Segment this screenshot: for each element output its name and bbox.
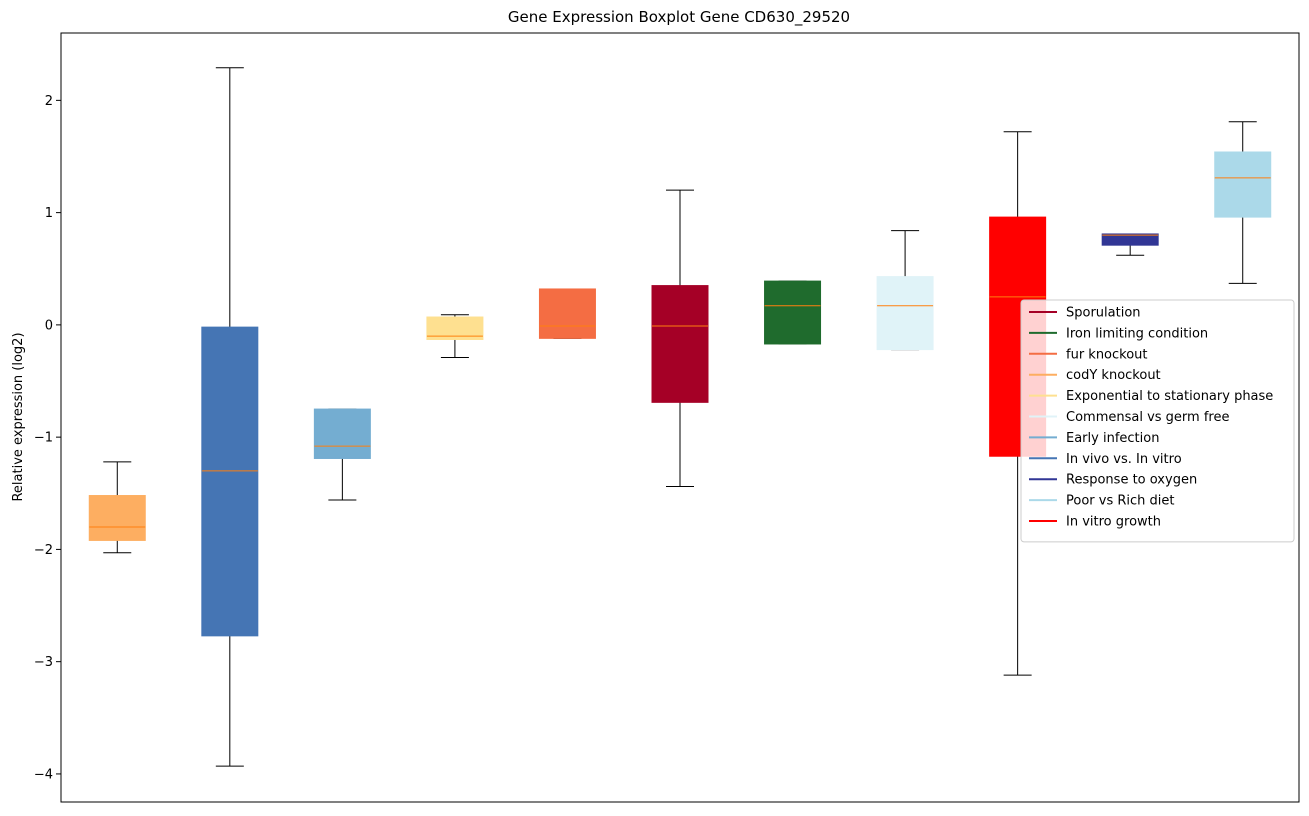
legend: Sporulation Iron limiting condition fur kn… <box>1020 299 1295 543</box>
legend-entry-label: Commensal vs germ free <box>1066 410 1229 425</box>
box <box>876 276 934 351</box>
box-group <box>1214 121 1272 284</box>
legend-entry-label: Exponential to stationary phase <box>1066 389 1273 404</box>
box <box>764 280 822 345</box>
legend-entry-label: Early infection <box>1066 431 1159 446</box>
box <box>201 326 259 637</box>
legend-entry-label: Response to oxygen <box>1066 473 1197 488</box>
legend-entry-label: In vivo vs. In vitro <box>1066 452 1182 467</box>
box-group <box>876 230 934 351</box>
box <box>1101 233 1159 246</box>
box-group <box>1101 233 1159 256</box>
legend-entry-label: Poor vs Rich diet <box>1066 494 1174 509</box>
box <box>651 285 709 403</box>
chart-title: Gene Expression Boxplot Gene CD630_29520 <box>508 8 850 27</box>
box <box>313 408 371 459</box>
y-axis-label: Relative expression (log2) <box>11 332 26 501</box>
y-tick-label: −3 <box>34 655 53 670</box>
legend-entry-label: fur knockout <box>1066 347 1148 362</box>
legend-entry-label: Sporulation <box>1066 306 1141 321</box>
box-group <box>426 314 484 358</box>
y-tick-label: −2 <box>34 543 53 558</box>
y-tick-label: 0 <box>45 318 53 333</box>
box-group <box>313 408 371 501</box>
box-group <box>201 67 259 767</box>
legend-entry-label: In vitro growth <box>1066 515 1161 530</box>
box <box>538 288 596 339</box>
plot-frame <box>60 32 1300 803</box>
y-tick-label: 1 <box>45 206 53 221</box>
y-tick-label: −4 <box>34 767 53 782</box>
box <box>426 316 484 340</box>
y-tick-label: −1 <box>34 431 53 446</box>
box <box>88 495 146 541</box>
y-tick-label: 2 <box>45 94 53 109</box>
box-group <box>764 280 822 345</box>
box <box>1214 151 1272 218</box>
legend-box <box>1020 299 1295 543</box>
legend-entry-label: Iron limiting condition <box>1066 326 1208 341</box>
box-group <box>88 461 146 554</box>
box-group <box>538 288 596 339</box>
box-group <box>651 189 709 488</box>
legend-entry-label: codY knockout <box>1066 368 1161 383</box>
